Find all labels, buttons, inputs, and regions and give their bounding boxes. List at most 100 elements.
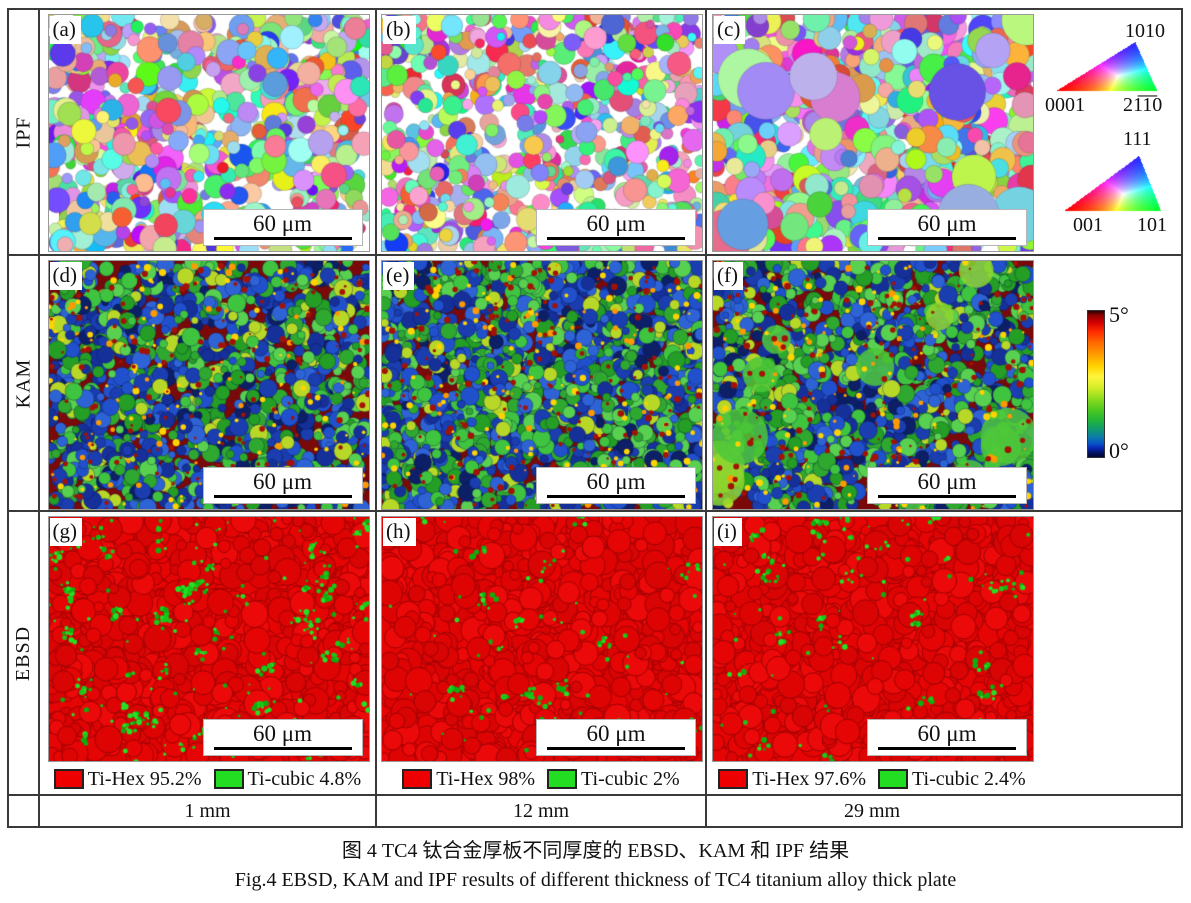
thickness-label-12mm: 12 mm [377, 796, 707, 826]
scale-bar-text: 60 μm [917, 721, 977, 746]
ti-cubic-swatch [878, 769, 908, 789]
phase-cubic-pair: Ti-cubic 2% [547, 768, 680, 791]
panel-label-e: (e) [383, 262, 415, 290]
ipf-color-key: 1010 0001 21̅1̅0 111 001 101 [1037, 10, 1181, 256]
hex-label-0001: 0001 [1045, 94, 1085, 116]
row-label-ipf-text: IPF [12, 116, 34, 148]
hex-label-1010: 1010 [1125, 20, 1165, 42]
micrograph-a: (a) 60 μm [47, 14, 370, 252]
panel-label-g: (g) [49, 518, 82, 546]
ti-hex-swatch [53, 769, 84, 789]
micrograph-f: (f) 60 μm [712, 260, 1034, 510]
panel-f: (f) 60 μm [707, 256, 1037, 512]
phase-hex-pair: Ti-Hex 97.6% [718, 768, 866, 791]
kam-color-scale: 5° 0° [1037, 256, 1181, 512]
row-label-kam: KAM [9, 256, 40, 512]
ipf-hex-triangle [1057, 42, 1157, 92]
ebsd-side-spacer [1037, 512, 1181, 796]
figure-grid: IPF (a) 60 μm (b) 60 μm [7, 8, 1183, 828]
panel-label-h: (h) [383, 518, 416, 546]
panel-d: (d) 60 μm [40, 256, 377, 512]
panel-h: (h) 60 μm [377, 512, 707, 764]
cubic-label-101: 101 [1137, 214, 1167, 236]
micrograph-e: (e) 60 μm [381, 260, 703, 510]
phase-legend-12mm: Ti-Hex 98% Ti-cubic 2% [377, 764, 707, 796]
panel-label-f: (f) [714, 262, 743, 290]
panel-label-a: (a) [49, 16, 81, 44]
ti-cubic-swatch [547, 769, 577, 789]
panel-label-c: (c) [714, 16, 746, 44]
scale-bar-text: 60 μm [586, 211, 646, 236]
thickness-label-1mm: 1 mm [40, 796, 377, 826]
scale-bar-line [547, 237, 685, 240]
scale-bar: 60 μm [202, 209, 363, 246]
phase-legend-1mm: Ti-Hex 95.2% Ti-cubic 4.8% [40, 764, 377, 796]
scale-bar: 60 μm [202, 719, 363, 756]
panel-b: (b) 60 μm [377, 10, 707, 256]
cubic-label-001: 001 [1073, 214, 1103, 236]
scale-bar-text: 60 μm [253, 721, 312, 746]
scale-bar: 60 μm [536, 209, 696, 246]
scale-bar-line [213, 747, 352, 750]
row-label-ebsd: EBSD [9, 512, 40, 796]
hex-label-2110: 21̅1̅0 [1123, 94, 1163, 116]
micrograph-i: (i) 60 μm [712, 516, 1034, 762]
row-label-ebsd-text: EBSD [12, 625, 34, 681]
ti-hex-swatch [402, 769, 433, 789]
panel-e: (e) 60 μm [377, 256, 707, 512]
kam-max-label: 5° [1109, 302, 1129, 327]
panel-label-b: (b) [383, 16, 416, 44]
thickness-row-spacer [9, 796, 40, 826]
scale-bar-text: 60 μm [253, 211, 312, 236]
ti-cubic-swatch [213, 769, 244, 789]
scale-bar-line [878, 495, 1016, 498]
scale-bar: 60 μm [536, 719, 696, 756]
phase-hex-pair: Ti-Hex 98% [402, 768, 535, 791]
phase-hex-pair: Ti-Hex 95.2% [53, 767, 202, 791]
micrograph-c: (c) 60 μm [712, 14, 1034, 252]
phase-cubic-pair: Ti-cubic 4.8% [213, 767, 362, 791]
figure-captions: 图 4 TC4 钛合金厚板不同厚度的 EBSD、KAM 和 IPF 结果 Fig… [0, 836, 1191, 894]
scale-bar-line [878, 237, 1016, 240]
scale-bar: 60 μm [867, 467, 1027, 504]
scale-bar-text: 60 μm [586, 469, 646, 494]
panel-c: (c) 60 μm [707, 10, 1037, 256]
phase-cubic-pair: Ti-cubic 2.4% [878, 768, 1026, 791]
caption-chinese: 图 4 TC4 钛合金厚板不同厚度的 EBSD、KAM 和 IPF 结果 [341, 840, 850, 862]
row-label-kam-text: KAM [12, 358, 35, 408]
scale-bar-line [213, 237, 352, 240]
phase-legend-29mm: Ti-Hex 97.6% Ti-cubic 2.4% [707, 764, 1037, 796]
micrograph-g: (g) 60 μm [47, 516, 370, 762]
thickness-label-29mm: 29 mm [707, 796, 1181, 826]
panel-i: (i) 60 μm [707, 512, 1037, 764]
micrograph-h: (h) 60 μm [381, 516, 703, 762]
scale-bar-text: 60 μm [253, 469, 312, 494]
ti-cubic-label: Ti-cubic 4.8% [247, 767, 362, 790]
panel-a: (a) 60 μm [40, 10, 377, 256]
scale-bar-text: 60 μm [586, 721, 646, 746]
micrograph-b: (b) 60 μm [381, 14, 703, 252]
row-label-ipf: IPF [9, 10, 40, 256]
scale-bar-text: 60 μm [917, 469, 977, 494]
micrograph-d: (d) 60 μm [47, 260, 370, 510]
scale-bar: 60 μm [867, 209, 1027, 246]
scale-bar: 60 μm [536, 467, 696, 504]
panel-g: (g) 60 μm [40, 512, 377, 764]
scale-bar: 60 μm [867, 719, 1027, 756]
ti-hex-label: Ti-Hex 95.2% [87, 767, 202, 790]
cubic-label-111: 111 [1123, 128, 1152, 150]
kam-colorbar [1087, 310, 1105, 458]
kam-min-label: 0° [1109, 438, 1129, 463]
panel-label-i: (i) [714, 518, 742, 546]
caption-english: Fig.4 EBSD, KAM and IPF results of diffe… [234, 869, 957, 891]
ti-hex-label: Ti-Hex 98% [436, 767, 535, 790]
scale-bar-line [213, 495, 352, 498]
ti-cubic-label: Ti-cubic 2.4% [912, 767, 1026, 790]
ipf-cubic-triangle [1065, 156, 1161, 212]
scale-bar: 60 μm [202, 467, 363, 504]
ti-hex-label: Ti-Hex 97.6% [752, 767, 866, 790]
ti-hex-swatch [718, 769, 749, 789]
panel-label-d: (d) [49, 262, 82, 290]
ti-cubic-label: Ti-cubic 2% [581, 767, 680, 790]
